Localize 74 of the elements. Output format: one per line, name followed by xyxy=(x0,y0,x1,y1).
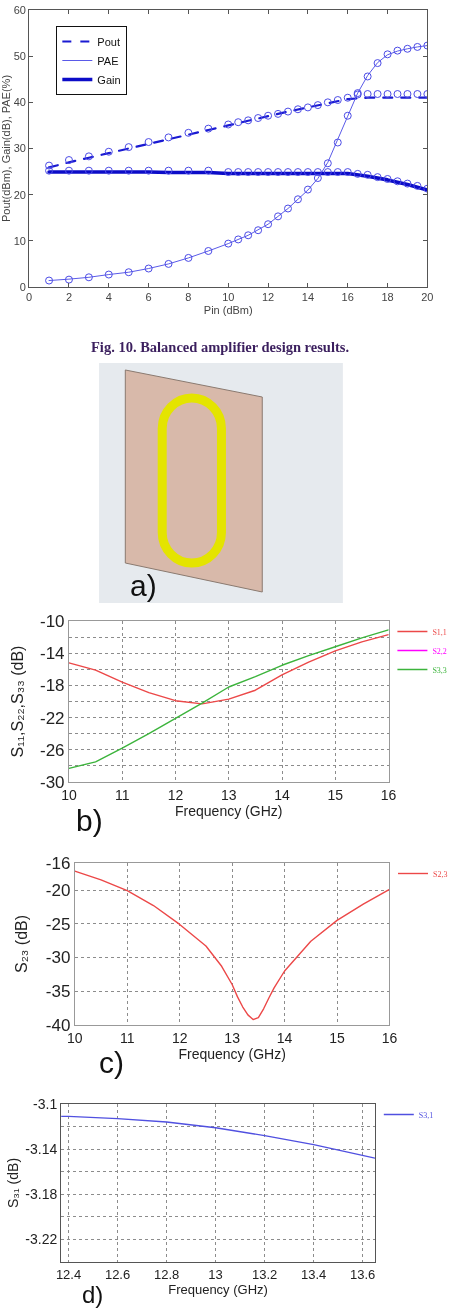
y-tick-label: -3.22 xyxy=(25,1231,58,1248)
x-tick-label: 14 xyxy=(274,786,290,803)
x-tick-label: 12.6 xyxy=(104,1266,131,1282)
legend-label: S2,3 xyxy=(433,869,448,879)
y-tick-label: 0 xyxy=(19,280,26,293)
text: d) xyxy=(82,1281,104,1308)
x-tick-label: 11 xyxy=(119,1029,135,1046)
y-tick-label: -25 xyxy=(45,914,71,934)
y-tick-label: -16 xyxy=(45,853,71,873)
y-tick-label: 40 xyxy=(13,96,26,109)
text: c) xyxy=(99,1046,124,1079)
legend-label: Gain xyxy=(97,73,121,86)
legend-label: S1,1 xyxy=(432,627,447,637)
line-series xyxy=(61,1115,375,1159)
y-tick-label: -3.1 xyxy=(33,1095,58,1112)
y-axis-title: Pout(dBm), Gain(dB), PAE(%) xyxy=(0,74,12,223)
x-tick-label: 12 xyxy=(171,1029,188,1046)
x-tick-label: 16 xyxy=(381,1029,398,1046)
x-tick-label: 12.8 xyxy=(153,1266,180,1282)
legend-label: S3,1 xyxy=(418,1110,434,1120)
legend-label: S3,3 xyxy=(432,665,447,675)
x-tick-label: 15 xyxy=(329,1029,346,1046)
y-tick-label: -35 xyxy=(45,982,71,1002)
x-tick-label: 13 xyxy=(220,786,237,803)
y-tick-label: 30 xyxy=(13,142,26,155)
x-tick-label: 10 xyxy=(222,291,235,304)
x-tick-label: 8 xyxy=(185,291,192,304)
x-tick-label: 4 xyxy=(105,291,112,304)
x-axis-title: Frequency (GHz) xyxy=(168,1281,268,1297)
x-axis-title: Frequency (GHz) xyxy=(175,802,283,819)
y-tick-label: -18 xyxy=(39,676,65,696)
y-tick-label: -30 xyxy=(45,948,71,968)
x-tick-label: 18 xyxy=(381,291,394,304)
x-axis-title: Pin (dBm) xyxy=(203,304,253,317)
x-tick-label: 16 xyxy=(380,786,397,803)
y-tick-label: 60 xyxy=(13,3,26,16)
line-series xyxy=(68,633,389,705)
x-tick-label: 20 xyxy=(421,291,434,304)
x-tick-label: 12 xyxy=(167,786,184,803)
y-axis-title: S₃₁ (dB) xyxy=(4,1157,21,1209)
x-tick-label: 2 xyxy=(65,291,73,304)
x-tick-label: 6 xyxy=(145,291,152,304)
x-tick-label: 14 xyxy=(301,291,315,304)
x-tick-label: 11 xyxy=(114,786,130,803)
line-series xyxy=(68,629,389,770)
legend-label: S2,2 xyxy=(432,646,447,656)
legend-label: PAE xyxy=(97,54,119,67)
y-axis-title: S₁₁,S₂₂,S₃₃ (dB) xyxy=(8,645,26,758)
x-tick-label: 12.4 xyxy=(55,1266,82,1282)
y-tick-label: -10 xyxy=(39,611,65,631)
x-tick-label: 13.6 xyxy=(350,1266,376,1282)
x-tick-label: 13.4 xyxy=(301,1266,327,1282)
text: b) xyxy=(76,804,103,837)
x-tick-label: 13.2 xyxy=(251,1266,278,1282)
x-axis-title: Frequency (GHz) xyxy=(178,1045,286,1062)
y-tick-label: -20 xyxy=(45,880,71,900)
y-tick-label: 20 xyxy=(13,188,26,201)
y-tick-label: -22 xyxy=(39,708,65,728)
y-tick-label: -3.14 xyxy=(25,1141,58,1158)
line-series xyxy=(74,870,390,1021)
caption: Fig. 10. Balanced amplifier design results. xyxy=(91,339,350,355)
y-tick-label: -3.18 xyxy=(25,1186,58,1203)
y-tick-label: -26 xyxy=(39,740,65,760)
x-tick-label: 13 xyxy=(224,1029,241,1046)
x-tick-label: 13 xyxy=(208,1266,223,1282)
x-tick-label: 14 xyxy=(276,1029,293,1046)
x-tick-label: 15 xyxy=(327,786,344,803)
y-axis-title: S₂₃ (dB) xyxy=(12,914,30,974)
y-tick-label: 50 xyxy=(13,50,26,63)
y-tick-label: -14 xyxy=(39,644,65,664)
legend-label: Pout xyxy=(97,35,120,48)
x-tick-label: 12 xyxy=(261,291,275,304)
x-tick-label: 16 xyxy=(341,291,354,304)
y-tick-label: 10 xyxy=(13,234,26,247)
